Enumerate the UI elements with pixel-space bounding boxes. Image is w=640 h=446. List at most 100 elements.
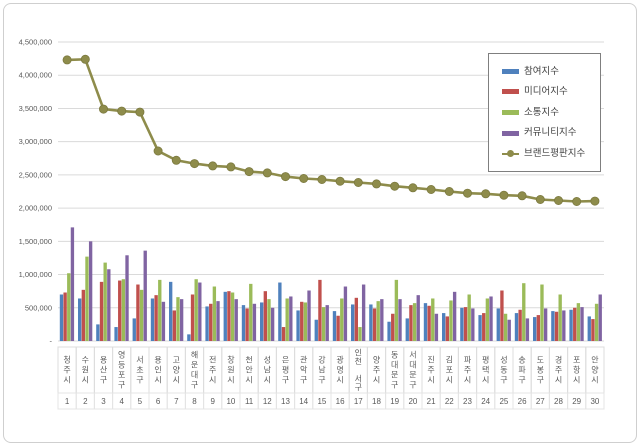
chart-legend: 참여지수 미디어지수 소통지수 커뮤니티지수 브랜드평판지수 — [488, 53, 601, 172]
y-axis-tick-label: 1,000,000 — [19, 270, 52, 279]
bar — [369, 304, 373, 341]
bar — [485, 298, 490, 341]
line-marker — [408, 183, 418, 193]
bar — [241, 305, 246, 341]
category-label: 주 — [427, 366, 434, 375]
y-axis-tick-label: 3,000,000 — [19, 137, 52, 146]
category-label: 관 — [300, 355, 308, 365]
bar — [361, 284, 366, 341]
category-label: 시 — [82, 376, 89, 385]
bar — [449, 300, 453, 341]
bar — [591, 319, 595, 341]
bar — [372, 308, 377, 341]
bar — [500, 290, 504, 341]
category-label: 시 — [63, 376, 70, 385]
category-label: 대 — [391, 361, 398, 370]
legend-bar-swatch-icon — [502, 130, 519, 136]
category-label: 포 — [118, 371, 125, 380]
line-marker — [554, 195, 564, 205]
bar — [452, 291, 457, 341]
bar — [405, 318, 409, 341]
bar — [88, 241, 93, 341]
rank-label: 15 — [317, 397, 326, 406]
legend-label: 커뮤니티지수 — [524, 127, 577, 139]
category-label: 해 — [191, 350, 198, 360]
bar — [522, 283, 526, 341]
rank-label: 2 — [83, 397, 88, 406]
bar — [434, 313, 439, 341]
line-marker — [208, 161, 218, 171]
line-marker — [517, 191, 527, 201]
line-marker — [80, 54, 90, 64]
line-marker — [499, 190, 509, 200]
bar — [150, 298, 155, 341]
bar — [551, 311, 555, 341]
rank-label: 8 — [192, 397, 197, 406]
category-label: 시 — [555, 376, 562, 385]
category-label: 시 — [482, 376, 489, 385]
category-label: 시 — [154, 376, 161, 385]
bar — [416, 295, 420, 341]
line-marker — [426, 184, 436, 194]
bar — [343, 286, 348, 341]
bar — [332, 311, 337, 341]
bar — [121, 279, 126, 341]
bar — [216, 301, 220, 341]
category-label: 문 — [409, 371, 416, 380]
category-label: 구 — [118, 381, 125, 390]
bar — [278, 282, 282, 341]
rank-label: 10 — [226, 397, 235, 406]
bar — [205, 306, 209, 341]
bar — [252, 303, 257, 341]
rank-label: 19 — [390, 397, 399, 406]
bar — [423, 303, 428, 341]
y-axis-tick-label: 3,500,000 — [19, 104, 52, 113]
line-marker — [135, 107, 145, 117]
legend-item-community-index: 커뮤니티지수 — [502, 128, 596, 138]
category-label: 영 — [118, 350, 125, 360]
category-label: 전 — [209, 355, 216, 365]
category-label: 시 — [227, 376, 234, 385]
rank-label: 26 — [518, 397, 527, 406]
rank-label: 7 — [174, 397, 179, 406]
bar — [154, 295, 158, 341]
rank-label: 11 — [245, 397, 254, 406]
legend-label: 브랜드평판지수 — [524, 147, 586, 159]
bar — [554, 311, 559, 341]
line-marker — [171, 155, 181, 165]
category-label: 시 — [209, 376, 216, 385]
line-marker — [226, 162, 236, 172]
category-label: 시 — [373, 376, 380, 385]
bar — [507, 319, 511, 341]
bar — [321, 307, 326, 341]
category-label: 천 — [355, 356, 362, 366]
rank-label: 29 — [572, 397, 581, 406]
category-label: 용 — [100, 356, 107, 365]
legend-item-media-index: 미디어지수 — [502, 87, 596, 97]
legend-item-brand-reputation-index: 브랜드평판지수 — [502, 149, 596, 159]
y-axis-tick-label: 500,000 — [25, 303, 52, 312]
bar — [176, 297, 180, 341]
bar — [161, 301, 166, 341]
bar — [533, 317, 537, 341]
bar — [569, 309, 573, 341]
category-label: 창 — [227, 356, 235, 365]
bar — [536, 315, 540, 341]
line-marker — [262, 168, 272, 178]
rank-label: 1 — [65, 397, 70, 406]
category-label: 천 — [245, 355, 252, 365]
line-marker — [462, 188, 472, 198]
category-label: 시 — [427, 376, 434, 385]
category-label: 양 — [173, 366, 181, 375]
bar — [96, 324, 100, 341]
rank-label: 27 — [536, 397, 545, 406]
bar — [270, 307, 275, 341]
category-label: 시 — [464, 376, 471, 385]
category-label: 경 — [555, 355, 562, 365]
category-label: 주 — [209, 366, 216, 375]
bar — [103, 262, 107, 341]
bar — [249, 283, 253, 341]
category-label: 양 — [591, 366, 599, 375]
bar — [576, 303, 581, 341]
